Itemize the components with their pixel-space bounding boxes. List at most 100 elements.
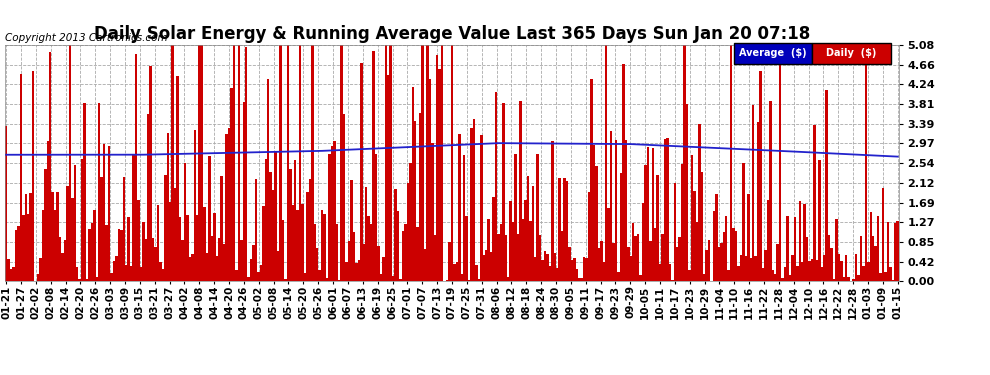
Bar bbox=[138, 200, 140, 281]
Bar bbox=[889, 267, 892, 281]
Text: Average  ($): Average ($) bbox=[740, 48, 807, 58]
Bar bbox=[640, 274, 642, 281]
Bar bbox=[703, 274, 706, 281]
Bar bbox=[86, 279, 88, 281]
Bar bbox=[573, 258, 575, 281]
Bar bbox=[125, 265, 128, 281]
Bar bbox=[434, 235, 436, 281]
Bar bbox=[216, 256, 218, 281]
Bar bbox=[380, 274, 382, 281]
Bar bbox=[813, 125, 816, 281]
Bar bbox=[30, 193, 32, 281]
Bar bbox=[133, 155, 135, 281]
Bar bbox=[544, 251, 546, 281]
Bar bbox=[196, 215, 198, 281]
Bar bbox=[610, 131, 613, 281]
Bar bbox=[389, 45, 392, 281]
Bar bbox=[728, 270, 730, 281]
Bar bbox=[852, 279, 854, 281]
Bar bbox=[355, 263, 357, 281]
Bar bbox=[529, 221, 532, 281]
Bar bbox=[208, 156, 211, 281]
Bar bbox=[429, 79, 431, 281]
Bar bbox=[56, 192, 58, 281]
Bar bbox=[507, 277, 510, 281]
Bar bbox=[733, 228, 735, 281]
Bar bbox=[83, 103, 86, 281]
Bar bbox=[343, 114, 346, 281]
Bar bbox=[412, 87, 414, 281]
Bar bbox=[387, 75, 389, 281]
Bar bbox=[693, 191, 696, 281]
Bar bbox=[245, 47, 248, 281]
Bar bbox=[654, 228, 656, 281]
Bar bbox=[455, 262, 458, 281]
Bar bbox=[100, 177, 103, 281]
Bar bbox=[874, 246, 877, 281]
Bar bbox=[346, 262, 347, 281]
Bar bbox=[470, 128, 473, 281]
Bar bbox=[542, 260, 544, 281]
Bar bbox=[854, 255, 857, 281]
Bar bbox=[431, 142, 434, 281]
Bar bbox=[532, 186, 534, 281]
Bar bbox=[894, 223, 897, 281]
Bar bbox=[88, 229, 91, 281]
Bar bbox=[791, 255, 794, 281]
Bar bbox=[593, 144, 595, 281]
Bar bbox=[676, 247, 678, 281]
Bar bbox=[159, 262, 161, 281]
Bar bbox=[115, 256, 118, 281]
Bar bbox=[637, 234, 640, 281]
Bar bbox=[221, 176, 223, 281]
Bar bbox=[128, 217, 130, 281]
Bar bbox=[605, 45, 608, 281]
Bar bbox=[22, 215, 25, 281]
Bar bbox=[254, 179, 257, 281]
Bar bbox=[299, 45, 301, 281]
Bar bbox=[754, 256, 757, 281]
Bar bbox=[847, 277, 850, 281]
Bar bbox=[884, 272, 887, 281]
Bar bbox=[725, 216, 728, 281]
Bar bbox=[622, 64, 625, 281]
Bar bbox=[808, 261, 811, 281]
Bar bbox=[490, 252, 492, 281]
Bar bbox=[497, 234, 500, 281]
Bar bbox=[63, 240, 66, 281]
Bar bbox=[334, 141, 336, 281]
Bar bbox=[191, 254, 193, 281]
Bar bbox=[558, 178, 561, 281]
Bar bbox=[735, 231, 738, 281]
Bar bbox=[51, 192, 53, 281]
Bar bbox=[274, 151, 277, 281]
Bar bbox=[836, 219, 838, 281]
Bar bbox=[492, 196, 495, 281]
Bar bbox=[213, 213, 216, 281]
Bar bbox=[184, 163, 186, 281]
Bar bbox=[130, 266, 133, 281]
Bar bbox=[590, 79, 593, 281]
Bar bbox=[512, 222, 515, 281]
Bar bbox=[842, 277, 845, 281]
Bar bbox=[414, 120, 417, 281]
Bar bbox=[238, 45, 241, 281]
Bar bbox=[45, 169, 47, 281]
Bar bbox=[759, 71, 761, 281]
Bar bbox=[879, 273, 882, 281]
Bar bbox=[181, 240, 184, 281]
Bar bbox=[338, 280, 341, 281]
Bar bbox=[372, 51, 375, 281]
Bar bbox=[53, 210, 56, 281]
Bar bbox=[475, 265, 477, 281]
Bar bbox=[867, 262, 869, 281]
Bar bbox=[534, 257, 537, 281]
Bar bbox=[311, 45, 314, 281]
Bar bbox=[417, 227, 419, 281]
Bar bbox=[630, 256, 632, 281]
Bar bbox=[169, 202, 171, 281]
Bar bbox=[15, 230, 17, 281]
Bar bbox=[319, 270, 321, 281]
Bar bbox=[556, 268, 558, 281]
Bar bbox=[620, 172, 622, 281]
